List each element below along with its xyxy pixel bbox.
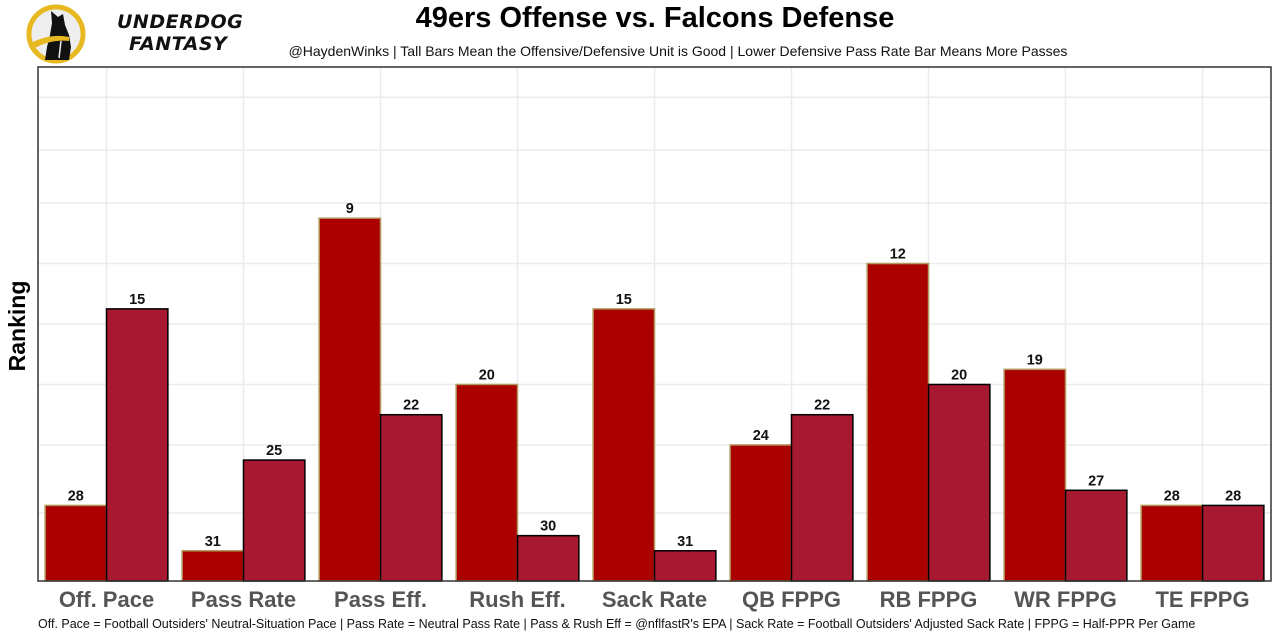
- chart-subtitle: @HaydenWinks | Tall Bars Mean the Offens…: [288, 43, 1068, 59]
- offense-bar: [1003, 368, 1067, 582]
- bar-value-label: 31: [205, 534, 221, 550]
- defense-bar: [1064, 489, 1128, 582]
- defense-bar: [927, 383, 991, 582]
- bar-value-label: 20: [479, 367, 495, 383]
- defense-bar: [242, 459, 306, 582]
- bar-value-label: 15: [129, 292, 145, 308]
- bar-value-label: 12: [890, 247, 906, 263]
- bars: [44, 217, 1265, 582]
- bar-value-label: 15: [616, 292, 632, 308]
- offense-bar: [866, 262, 930, 582]
- chart-title: 49ers Offense vs. Falcons Defense: [415, 2, 895, 34]
- bar-value-label: 19: [1027, 352, 1043, 368]
- bar-value-label: 31: [677, 534, 693, 550]
- defense-bar: [790, 413, 854, 582]
- x-tick-label: Pass Eff.: [334, 587, 427, 612]
- offense-bar: [318, 217, 382, 582]
- x-tick-label: WR FPPG: [1014, 587, 1117, 612]
- defense-bar: [1201, 504, 1265, 582]
- offense-bar: [455, 383, 519, 582]
- plot-panel-border: [37, 66, 1272, 582]
- underdog-fantasy-logo: UNDERDOG FANTASY: [25, 3, 243, 65]
- x-tick-label: Rush Eff.: [469, 587, 566, 612]
- logo-wordmark: UNDERDOG FANTASY: [117, 11, 243, 55]
- bar-value-label: 22: [814, 398, 830, 414]
- offense-bar: [592, 308, 656, 582]
- logo-line-1: UNDERDOG: [117, 11, 244, 33]
- x-tick-label: TE FPPG: [1155, 587, 1249, 612]
- x-tick-label: Off. Pace: [59, 587, 154, 612]
- underdog-dog-icon: [26, 4, 86, 64]
- defense-bar: [653, 550, 717, 582]
- offense-bar: [729, 444, 793, 582]
- x-tick-label: RB FPPG: [880, 587, 978, 612]
- x-tick-label: QB FPPG: [742, 587, 841, 612]
- logo-line-2: FANTASY: [129, 33, 228, 55]
- bar-value-label: 28: [1164, 488, 1180, 504]
- defense-bar: [105, 308, 169, 582]
- defense-bar: [379, 413, 443, 582]
- bar-value-label: 28: [68, 488, 84, 504]
- bar-value-label: 25: [266, 443, 282, 459]
- x-tick-label: Sack Rate: [602, 587, 707, 612]
- chart-footnote: Off. Pace = Football Outsiders' Neutral-…: [38, 617, 1196, 631]
- data-labels: 28 31 9 20 15 24 12 19 28 15 25 22 30 31 22 20 27 28: [68, 201, 1242, 550]
- bar-value-label: 28: [1225, 488, 1241, 504]
- bar-value-label: 27: [1088, 473, 1104, 489]
- bar-value-label: 9: [346, 201, 354, 217]
- offense-bar: [181, 550, 245, 582]
- offense-bar: [1140, 504, 1204, 582]
- bar-value-label: 30: [540, 519, 556, 535]
- defense-bar: [516, 534, 580, 582]
- bar-value-label: 20: [951, 367, 967, 383]
- bar-value-label: 24: [753, 428, 769, 444]
- x-tick-label: Pass Rate: [191, 587, 296, 612]
- y-axis-label: Ranking: [4, 280, 30, 372]
- offense-bar: [44, 504, 108, 582]
- bar-value-label: 22: [403, 398, 419, 414]
- x-tick-labels: Off. Pace Pass Rate Pass Eff. Rush Eff. Sack…: [59, 587, 1250, 612]
